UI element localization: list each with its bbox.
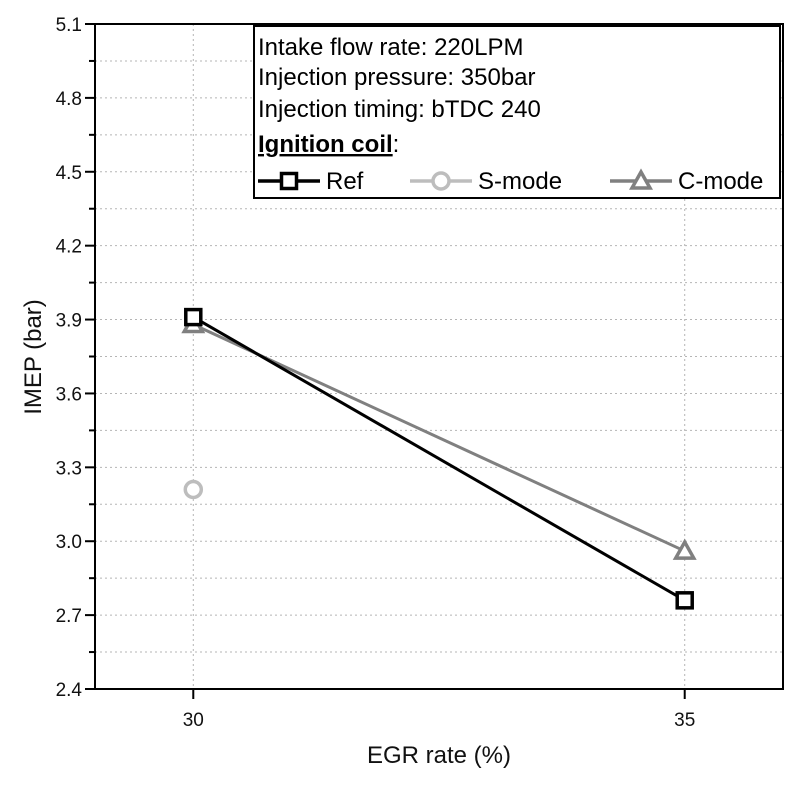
axis-ticks: 30 35 2.4 2.7 3.0 3.3 3.6 3.9 4.2 4.5 4.8 5.1 (56, 15, 696, 731)
annotation-injection-timing: Injection timing: bTDC 240 (258, 96, 541, 123)
annotation-injection-pressure: Injection pressure: 350bar (258, 64, 536, 91)
y-tick-label: 4.5 (56, 163, 82, 184)
x-axis-title: EGR rate (%) (367, 742, 511, 769)
x-tick-label: 35 (674, 710, 695, 731)
data-point-c-mode (672, 538, 697, 560)
x-tick-label: 30 (183, 710, 204, 731)
data-point-ref (675, 591, 694, 610)
annotation-box-frame (253, 25, 781, 199)
y-tick-label: 3.0 (56, 532, 82, 553)
legend-title-suffix: : (393, 131, 400, 158)
y-tick-label: 2.7 (56, 606, 82, 627)
y-tick-label: 4.2 (56, 237, 82, 258)
series-line-ref (192, 315, 686, 602)
y-tick-label: 5.1 (56, 15, 82, 36)
legend-label-s-mode: S-mode (478, 168, 562, 195)
legend-marker-c-mode (629, 168, 653, 190)
legend-title: Ignition coil: (258, 131, 399, 158)
legend-marker-s-mode (431, 171, 451, 191)
y-tick-label: 4.8 (56, 89, 82, 110)
y-tick-label: 2.4 (56, 680, 83, 701)
legend-title-text: Ignition coil (258, 131, 393, 158)
annotation-box: Intake flow rate: 220LPM Injection press… (253, 25, 781, 199)
legend: Ref S-mode C-mode (258, 168, 763, 195)
y-tick-label: 3.3 (56, 458, 82, 479)
data-series (181, 307, 697, 610)
legend-label-c-mode: C-mode (678, 168, 763, 195)
y-axis-title: IMEP (bar) (20, 299, 47, 415)
y-tick-label: 3.9 (56, 311, 82, 332)
legend-marker-ref (279, 171, 299, 191)
series-line-c-mode (192, 323, 686, 553)
data-point-ref (184, 307, 203, 327)
annotation-intake-flow: Intake flow rate: 220LPM (258, 34, 523, 61)
legend-label-ref: Ref (326, 168, 364, 195)
data-point-s-mode (183, 479, 204, 500)
y-tick-label: 3.6 (56, 384, 82, 405)
